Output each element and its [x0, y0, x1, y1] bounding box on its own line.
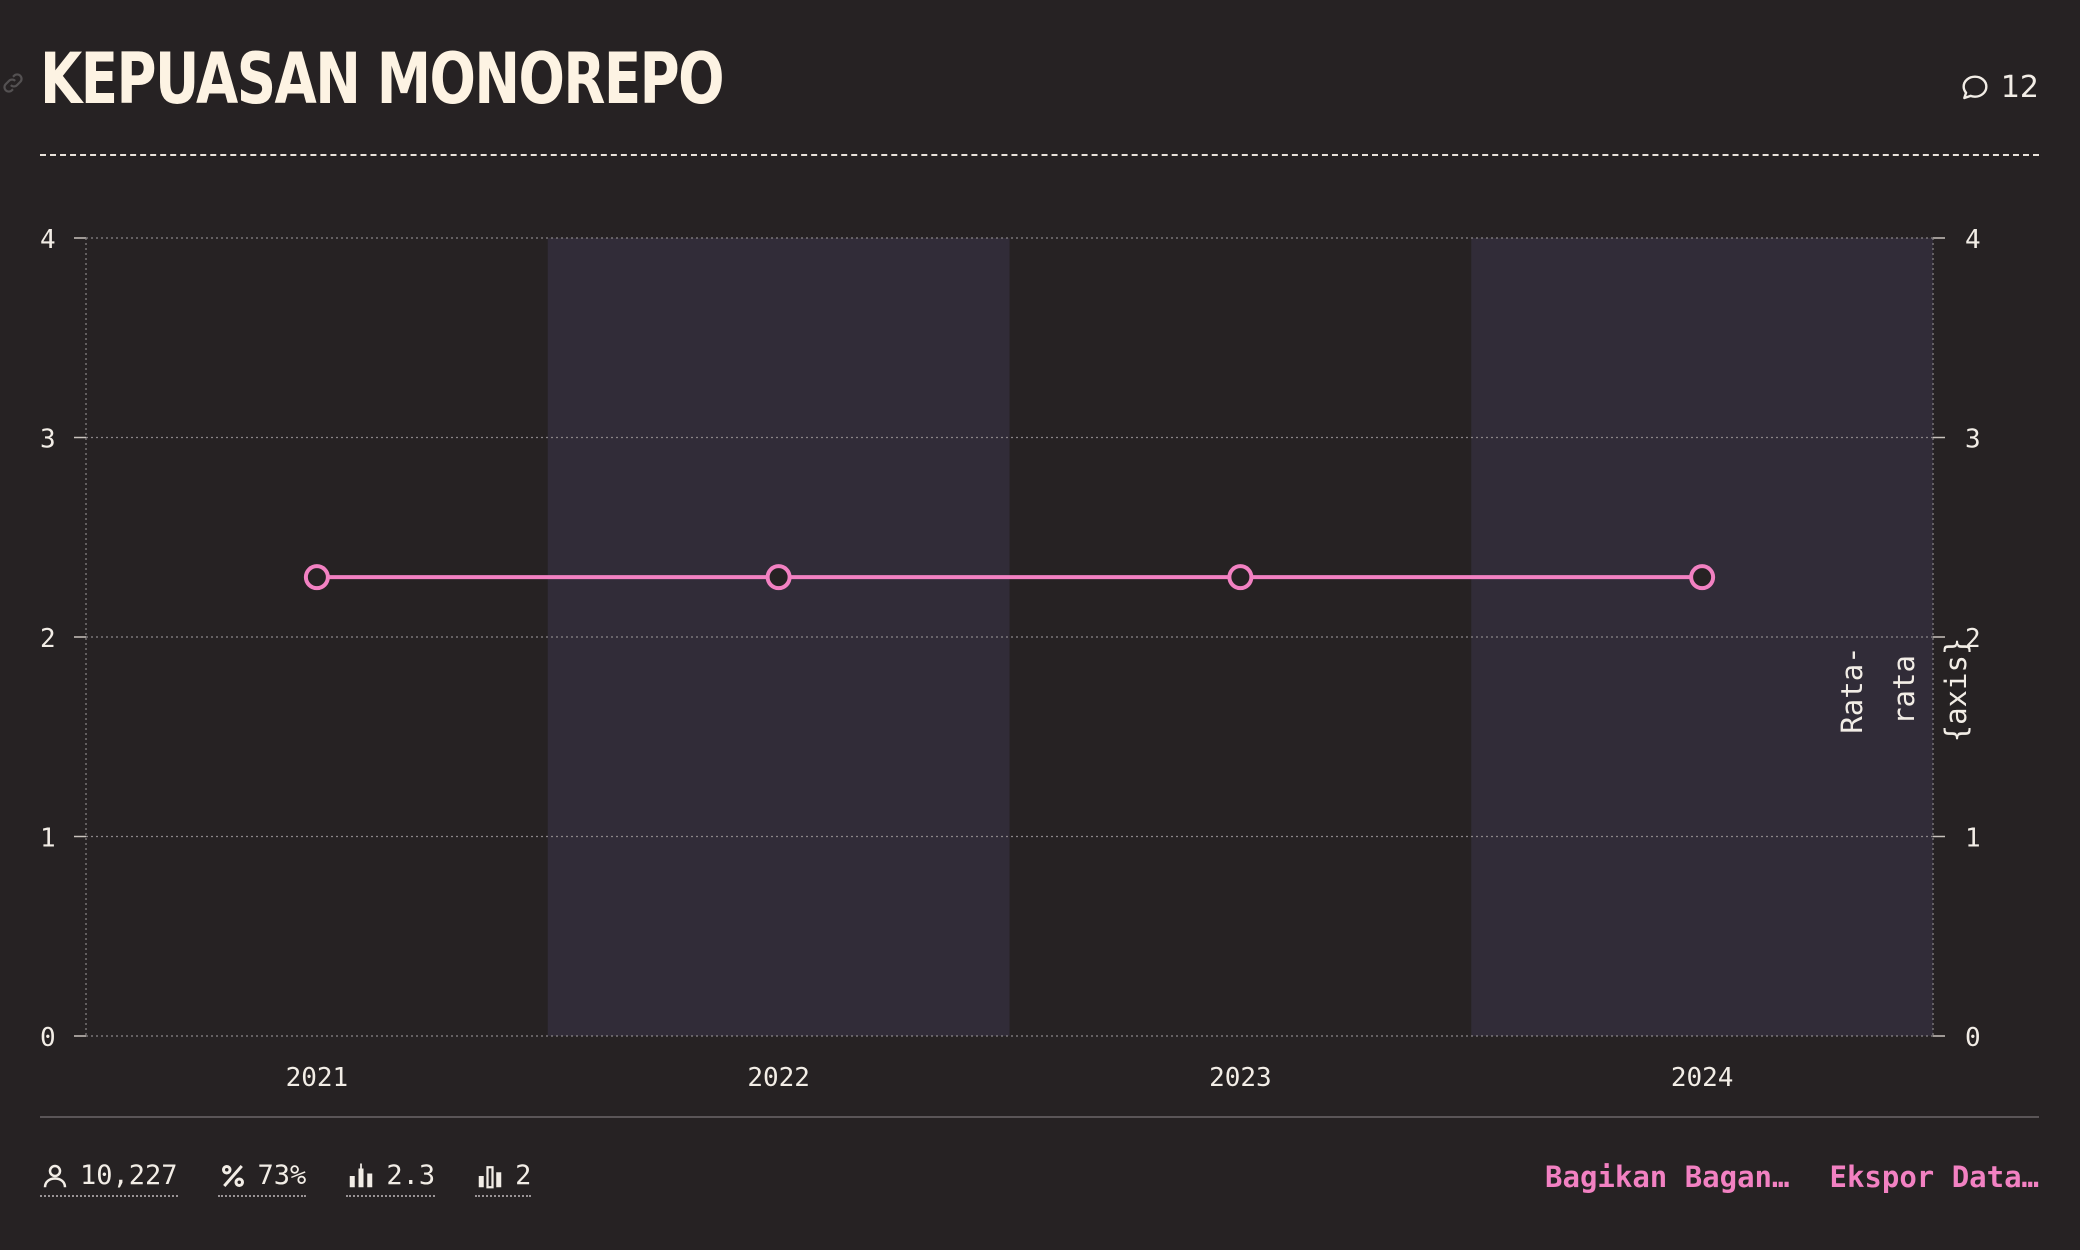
header-divider — [40, 154, 2039, 156]
data-point — [1689, 564, 1716, 591]
data-point — [765, 564, 792, 591]
data-point — [1227, 564, 1254, 591]
right-y-tick-label: 0 — [1965, 1023, 1981, 1053]
right-y-tick-label: 2 — [1965, 624, 1981, 654]
footer-divider — [40, 1116, 2039, 1118]
footer: 10,227 73% 2.3 2 Bagikan Bagan… Ekspor D… — [40, 1160, 2039, 1210]
user-icon — [43, 1164, 67, 1187]
link-icon[interactable] — [0, 70, 26, 96]
page-title: KEPUASAN MONOREPO — [40, 38, 724, 120]
actions: Bagikan Bagan… Ekspor Data… — [1545, 1160, 2039, 1194]
stats-bar: 10,227 73% 2.3 2 — [40, 1160, 532, 1197]
right-y-tick-label: 4 — [1965, 225, 1981, 255]
candlestick-icon — [350, 1163, 373, 1187]
x-tick-label: 2022 — [747, 1063, 810, 1093]
x-tick-label: 2023 — [1209, 1063, 1272, 1093]
y-tick-label: 1 — [40, 824, 56, 854]
respondents-stat[interactable]: 10,227 — [40, 1160, 178, 1197]
share-chart-link[interactable]: Bagikan Bagan… — [1545, 1160, 1790, 1194]
respondents-value: 10,227 — [80, 1160, 178, 1191]
y-tick-label: 4 — [40, 225, 56, 255]
median-value: 2 — [515, 1160, 532, 1191]
comment-count: 12 — [2000, 70, 2039, 105]
y-tick-label: 2 — [40, 624, 56, 654]
comments-button[interactable]: 12 — [1959, 70, 2039, 105]
x-tick-label: 2021 — [286, 1063, 349, 1093]
right-axis-label: {axis} — [1939, 638, 1973, 743]
right-y-tick-label: 3 — [1965, 425, 1981, 455]
y-tick-label: 3 — [40, 425, 56, 455]
right-axis-label: rata — [1887, 655, 1921, 725]
percent-icon — [221, 1164, 244, 1187]
right-y-tick-label: 1 — [1965, 824, 1981, 854]
average-stat[interactable]: 2.3 — [346, 1160, 436, 1197]
median-stat[interactable]: 2 — [475, 1160, 532, 1197]
header: KEPUASAN MONOREPO 12 — [3, 30, 2039, 126]
x-tick-label: 2024 — [1671, 1063, 1734, 1093]
average-value: 2.3 — [386, 1160, 436, 1191]
bar-chart-icon — [478, 1165, 502, 1188]
percent-value: 73% — [257, 1160, 307, 1191]
percent-stat[interactable]: 73% — [217, 1160, 307, 1197]
export-data-link[interactable]: Ekspor Data… — [1829, 1160, 2039, 1194]
y-tick-label: 0 — [40, 1023, 56, 1053]
line-chart: 0 0 1 1 2 2 3 3 4 4 2021 2022 2023 2024 Rata-rata {axis… — [40, 225, 1981, 1093]
right-axis-label: Rata- — [1835, 646, 1869, 733]
data-point — [303, 564, 330, 591]
comment-icon — [1962, 74, 1988, 99]
